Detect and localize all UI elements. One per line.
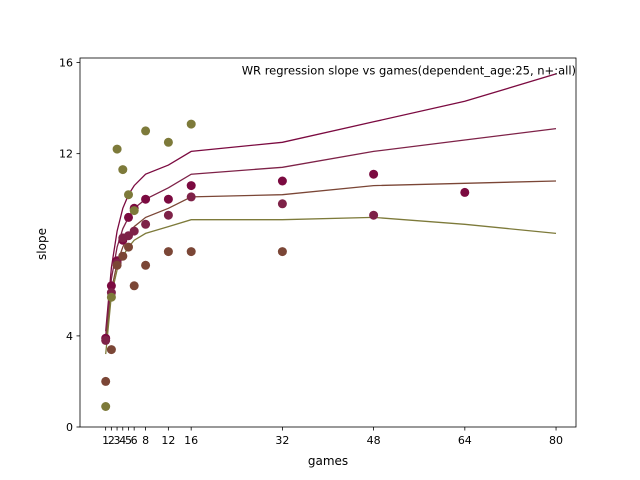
series-line-4 xyxy=(105,216,557,355)
chart-title: WR regression slope vs games(dependent_a… xyxy=(242,64,576,78)
y-tick-label: 0 xyxy=(66,421,73,434)
x-axis-label: games xyxy=(308,454,348,468)
series-4-point-2 xyxy=(106,292,116,302)
series-line-1 xyxy=(105,73,557,332)
series-line-2 xyxy=(105,127,557,336)
x-tick-label: 5 xyxy=(125,434,132,447)
x-tick-label: 48 xyxy=(367,434,381,447)
series-3-point-8 xyxy=(163,247,173,257)
series-1-point-8 xyxy=(163,194,173,204)
x-tick-label: 4 xyxy=(119,434,126,447)
x-tick-label: 3 xyxy=(114,434,121,447)
series-4-point-8 xyxy=(163,137,173,147)
series-3-point-6 xyxy=(129,281,139,291)
series-2-point-9 xyxy=(186,192,196,202)
series-1-point-7 xyxy=(141,194,151,204)
x-tick-label: 8 xyxy=(142,434,149,447)
series-3-point-1 xyxy=(101,376,111,386)
series-4-point-4 xyxy=(118,165,128,175)
series-2-point-1 xyxy=(101,335,111,345)
x-tick-label: 32 xyxy=(275,434,289,447)
series-1-point-12 xyxy=(460,187,470,197)
x-tick-label: 6 xyxy=(131,434,138,447)
series-1-point-5 xyxy=(124,212,133,222)
series-2-point-11 xyxy=(369,210,379,220)
x-tick-label: 64 xyxy=(458,434,472,447)
series-3-point-3 xyxy=(112,260,122,270)
series-4-point-7 xyxy=(141,126,151,136)
plot-frame xyxy=(79,57,577,428)
series-1-point-10 xyxy=(277,176,287,186)
x-tick-label: 80 xyxy=(549,434,563,447)
series-3-point-2 xyxy=(106,345,116,355)
series-4-point-1 xyxy=(101,402,111,411)
x-tick-label: 16 xyxy=(184,434,198,447)
series-4-point-3 xyxy=(112,144,122,154)
y-axis-label: slope xyxy=(35,228,49,260)
series-3-point-10 xyxy=(277,247,287,257)
y-tick-label: 12 xyxy=(59,148,73,161)
series-3-point-7 xyxy=(141,260,151,270)
series-4-point-6 xyxy=(129,206,139,216)
y-tick-label: 4 xyxy=(66,330,73,343)
plot-points xyxy=(101,119,470,411)
series-1-point-11 xyxy=(369,169,379,179)
x-tick-label: 2 xyxy=(108,434,115,447)
series-3-point-4 xyxy=(118,251,128,261)
plot-lines xyxy=(105,73,557,355)
series-1-point-9 xyxy=(186,181,196,191)
series-4-point-9 xyxy=(186,119,196,129)
series-2-point-6 xyxy=(129,226,139,236)
series-3-point-5 xyxy=(124,242,133,252)
series-1-point-2 xyxy=(106,281,116,291)
series-2-point-10 xyxy=(277,199,287,209)
series-2-point-8 xyxy=(163,210,173,220)
series-4-point-5 xyxy=(124,190,133,200)
y-tick-label: 16 xyxy=(59,57,73,70)
series-line-3 xyxy=(105,180,557,343)
x-tick-label: 1 xyxy=(102,434,109,447)
x-tick-label: 12 xyxy=(161,434,175,447)
series-3-point-9 xyxy=(186,247,196,257)
series-2-point-7 xyxy=(141,219,151,229)
